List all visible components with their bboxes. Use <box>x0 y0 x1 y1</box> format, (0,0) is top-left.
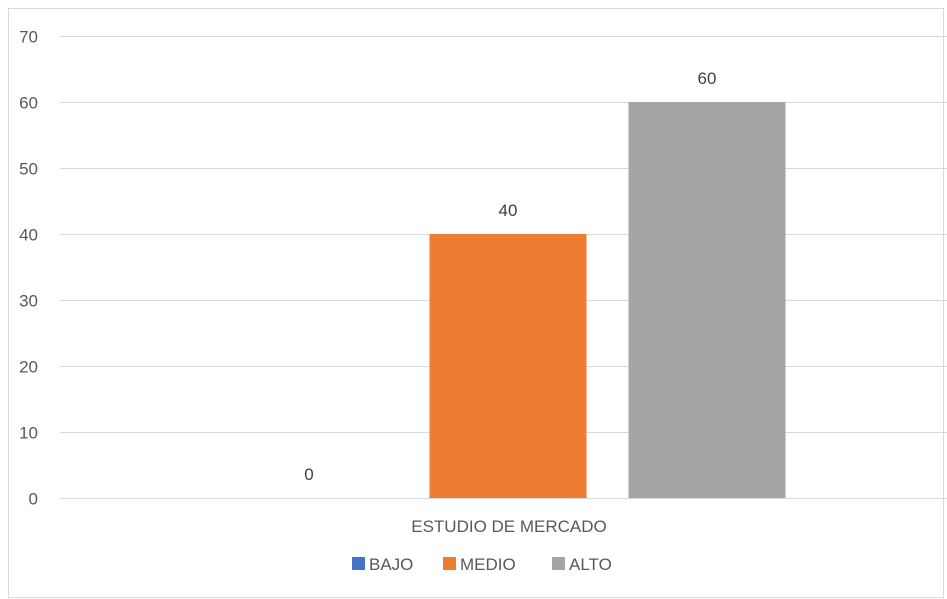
y-tick-label: 20 <box>19 358 38 377</box>
y-tick-label: 40 <box>19 226 38 245</box>
y-tick-label: 60 <box>19 94 38 113</box>
data-label-bajo: 0 <box>304 465 313 484</box>
bar-medio <box>429 234 587 498</box>
data-labels: 0 40 60 <box>304 69 716 484</box>
legend-swatch-medio <box>443 557 456 570</box>
y-tick-label: 0 <box>29 490 38 509</box>
legend-swatch-alto <box>552 557 565 570</box>
y-tick-label: 10 <box>19 424 38 443</box>
data-label-medio: 40 <box>499 201 518 220</box>
bars <box>429 102 786 498</box>
y-axis-ticks: 0 10 20 30 40 50 60 70 <box>19 28 38 509</box>
bar-alto <box>628 102 786 498</box>
legend-label-bajo: BAJO <box>369 555 413 574</box>
y-tick-label: 30 <box>19 292 38 311</box>
legend-label-medio: MEDIO <box>460 555 516 574</box>
legend: BAJO MEDIO ALTO <box>352 555 612 574</box>
y-tick-label: 50 <box>19 160 38 179</box>
legend-label-alto: ALTO <box>569 555 612 574</box>
y-tick-label: 70 <box>19 28 38 47</box>
data-label-alto: 60 <box>698 69 717 88</box>
category-label: ESTUDIO DE MERCADO <box>411 517 607 536</box>
legend-swatch-bajo <box>352 557 365 570</box>
